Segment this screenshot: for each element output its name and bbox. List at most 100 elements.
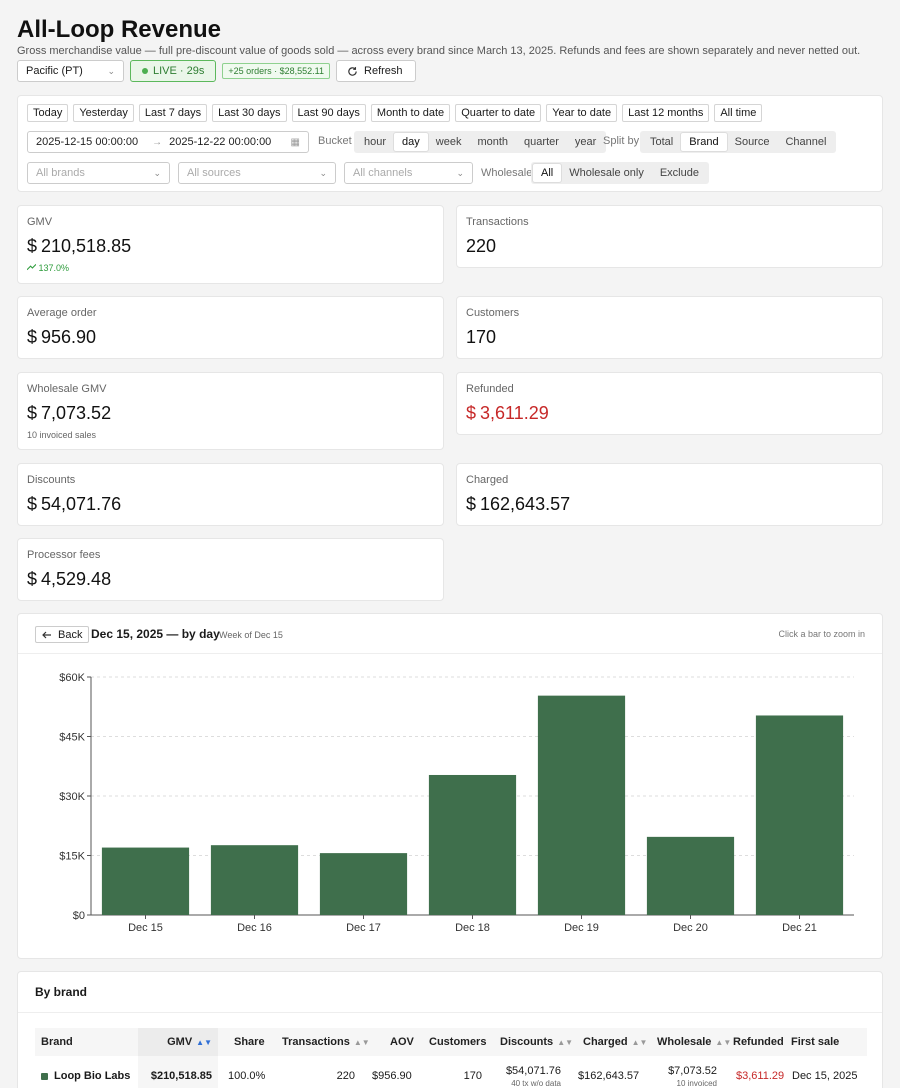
x-tick-label: Dec 21 <box>782 922 817 934</box>
bucket-year[interactable]: year <box>574 136 597 148</box>
preset-today[interactable]: Today <box>27 104 69 122</box>
bucket-month[interactable]: month <box>477 136 509 148</box>
col-label: First sale <box>791 1036 840 1048</box>
kpi-value: $4,529.48 <box>27 569 111 590</box>
back-button[interactable]: Back <box>35 626 90 643</box>
chart-header: Back Dec 15, 2025 — by day Week of Dec 1… <box>18 614 882 654</box>
wholesale-wholesale-only[interactable]: Wholesale only <box>569 167 644 179</box>
col-discounts[interactable]: Discounts ▲▼ <box>500 1028 573 1056</box>
bucket-day[interactable]: day <box>394 133 428 151</box>
col-transactions[interactable]: Transactions ▲▼ <box>282 1028 370 1056</box>
kpi-label: Processor fees <box>27 549 101 561</box>
trend-value: 137.0% <box>38 263 70 273</box>
refresh-button[interactable]: Refresh <box>336 60 416 82</box>
bar-dec-17[interactable] <box>319 853 408 915</box>
revenue-bar-chart: $0 $15K $30K $45K $60K Dec 15 Dec 16 Dec 17 Dec … <box>59 672 854 934</box>
preset-last-12-months[interactable]: Last 12 months <box>622 104 710 122</box>
kpi-number: 7,073.52 <box>41 403 112 423</box>
bar-dec-20[interactable] <box>646 836 735 915</box>
bucket-week[interactable]: week <box>435 136 462 148</box>
wholesale-exclude[interactable]: Exclude <box>659 167 699 179</box>
bar-dec-15[interactable] <box>101 847 190 915</box>
chevron-down-icon: ⌄ <box>319 167 327 178</box>
wholesale-all[interactable]: All <box>533 164 562 182</box>
bucket-hour[interactable]: hour <box>364 136 387 148</box>
bar-dec-19[interactable] <box>537 695 626 915</box>
kpi-number: 956.90 <box>41 327 97 347</box>
sources-dropdown[interactable]: All sources ⌄ <box>178 162 336 184</box>
bar-dec-16[interactable] <box>210 845 299 915</box>
transactions-value: 220 <box>336 1070 355 1082</box>
kpi-gmv: GMV $210,518.85 137.0% <box>17 205 444 284</box>
sort-icon: ▲▼ <box>715 1037 732 1047</box>
page-subtitle: Gross merchandise value — full pre-disco… <box>17 45 861 57</box>
col-label: Share <box>234 1036 265 1048</box>
kpi-processor-fees: Processor fees $4,529.48 <box>17 538 444 601</box>
wholesale-value: $7,073.52 <box>668 1064 717 1077</box>
x-tick-label: Dec 19 <box>564 922 599 934</box>
col-aov[interactable]: AOV <box>390 1028 414 1056</box>
col-wholesale[interactable]: Wholesale ▲▼ <box>657 1028 731 1056</box>
currency-symbol: $ <box>27 403 38 423</box>
date-from[interactable]: 2025-12-15 00:00:00 <box>36 136 139 148</box>
kpi-value: $162,643.57 <box>466 494 570 515</box>
col-label: AOV <box>390 1036 414 1048</box>
col-first-sale[interactable]: First sale <box>791 1028 839 1056</box>
kpi-label: GMV <box>27 216 53 228</box>
col-label: Transactions <box>282 1036 350 1048</box>
bar-dec-18[interactable] <box>428 774 517 915</box>
date-range-picker[interactable]: 2025-12-15 00:00:00 → 2025-12-22 00:00:0… <box>27 131 309 153</box>
preset-last-7-days[interactable]: Last 7 days <box>138 104 208 122</box>
cell-transactions: 220 <box>295 1056 355 1088</box>
kpi-label: Refunded <box>466 383 514 395</box>
col-share[interactable]: Share <box>234 1028 265 1056</box>
table-row[interactable]: Loop Bio Labs $210,518.85 100.0% 220 $95… <box>35 1056 867 1088</box>
split-source[interactable]: Source <box>734 136 770 148</box>
timezone-select[interactable]: Pacific (PT) ⌄ <box>17 60 124 82</box>
preset-all-time[interactable]: All time <box>714 104 763 122</box>
brand-table: Brand GMV ▲▼ Share Transactions ▲▼ AOV Cus… <box>35 1028 867 1088</box>
kpi-value: $210,518.85 <box>27 236 131 257</box>
kpi-number: 54,071.76 <box>41 494 122 514</box>
col-gmv[interactable]: GMV ▲▼ <box>138 1028 218 1056</box>
kpi-sub: 10 invoiced sales <box>27 430 97 440</box>
col-customers[interactable]: Customers <box>429 1028 486 1056</box>
col-charged[interactable]: Charged ▲▼ <box>583 1028 647 1056</box>
col-label: GMV <box>167 1036 193 1048</box>
refresh-icon <box>348 66 357 76</box>
wholesale-label: Wholesale <box>481 167 533 179</box>
split-total[interactable]: Total <box>650 136 674 148</box>
preset-yesterday[interactable]: Yesterday <box>73 104 134 122</box>
col-refunded[interactable]: Refunded <box>733 1028 784 1056</box>
bucket-quarter[interactable]: quarter <box>524 136 559 148</box>
arrow-left-icon <box>42 631 51 638</box>
channels-dropdown[interactable]: All channels ⌄ <box>344 162 473 184</box>
cell-customers: 170 <box>435 1056 482 1088</box>
kpi-discounts: Discounts $54,071.76 <box>17 463 444 526</box>
currency-symbol: $ <box>27 236 38 256</box>
cell-refunded: $3,611.29 <box>736 1056 784 1088</box>
split-channel[interactable]: Channel <box>785 136 827 148</box>
preset-month-to-date[interactable]: Month to date <box>370 104 451 122</box>
kpi-trend: 137.0% <box>26 263 70 273</box>
preset-quarter-to-date[interactable]: Quarter to date <box>455 104 542 122</box>
preset-year-to-date[interactable]: Year to date <box>546 104 618 122</box>
kpi-value: $7,073.52 <box>27 403 111 424</box>
brands-dropdown[interactable]: All brands ⌄ <box>27 162 170 184</box>
col-brand[interactable]: Brand <box>41 1028 73 1056</box>
kpi-customers: Customers 170 <box>456 296 883 359</box>
chart-panel: Back Dec 15, 2025 — by day Week of Dec 1… <box>17 613 883 959</box>
preset-last-90-days[interactable]: Last 90 days <box>291 104 366 122</box>
preset-last-30-days[interactable]: Last 30 days <box>212 104 287 122</box>
x-tick-label: Dec 16 <box>237 922 272 934</box>
kpi-value: $956.90 <box>27 327 96 348</box>
split-brand[interactable]: Brand <box>681 133 727 151</box>
bar-dec-21[interactable] <box>755 715 844 915</box>
bucket-selector: hour day week month quarter year <box>354 131 607 153</box>
kpi-value: $3,611.29 <box>466 403 549 424</box>
live-dot-icon <box>142 68 148 74</box>
x-tick-label: Dec 17 <box>346 922 381 934</box>
date-to[interactable]: 2025-12-22 00:00:00 <box>169 136 272 148</box>
calendar-icon: ▦ <box>290 136 300 148</box>
live-toggle[interactable]: LIVE · 29s <box>130 60 217 82</box>
